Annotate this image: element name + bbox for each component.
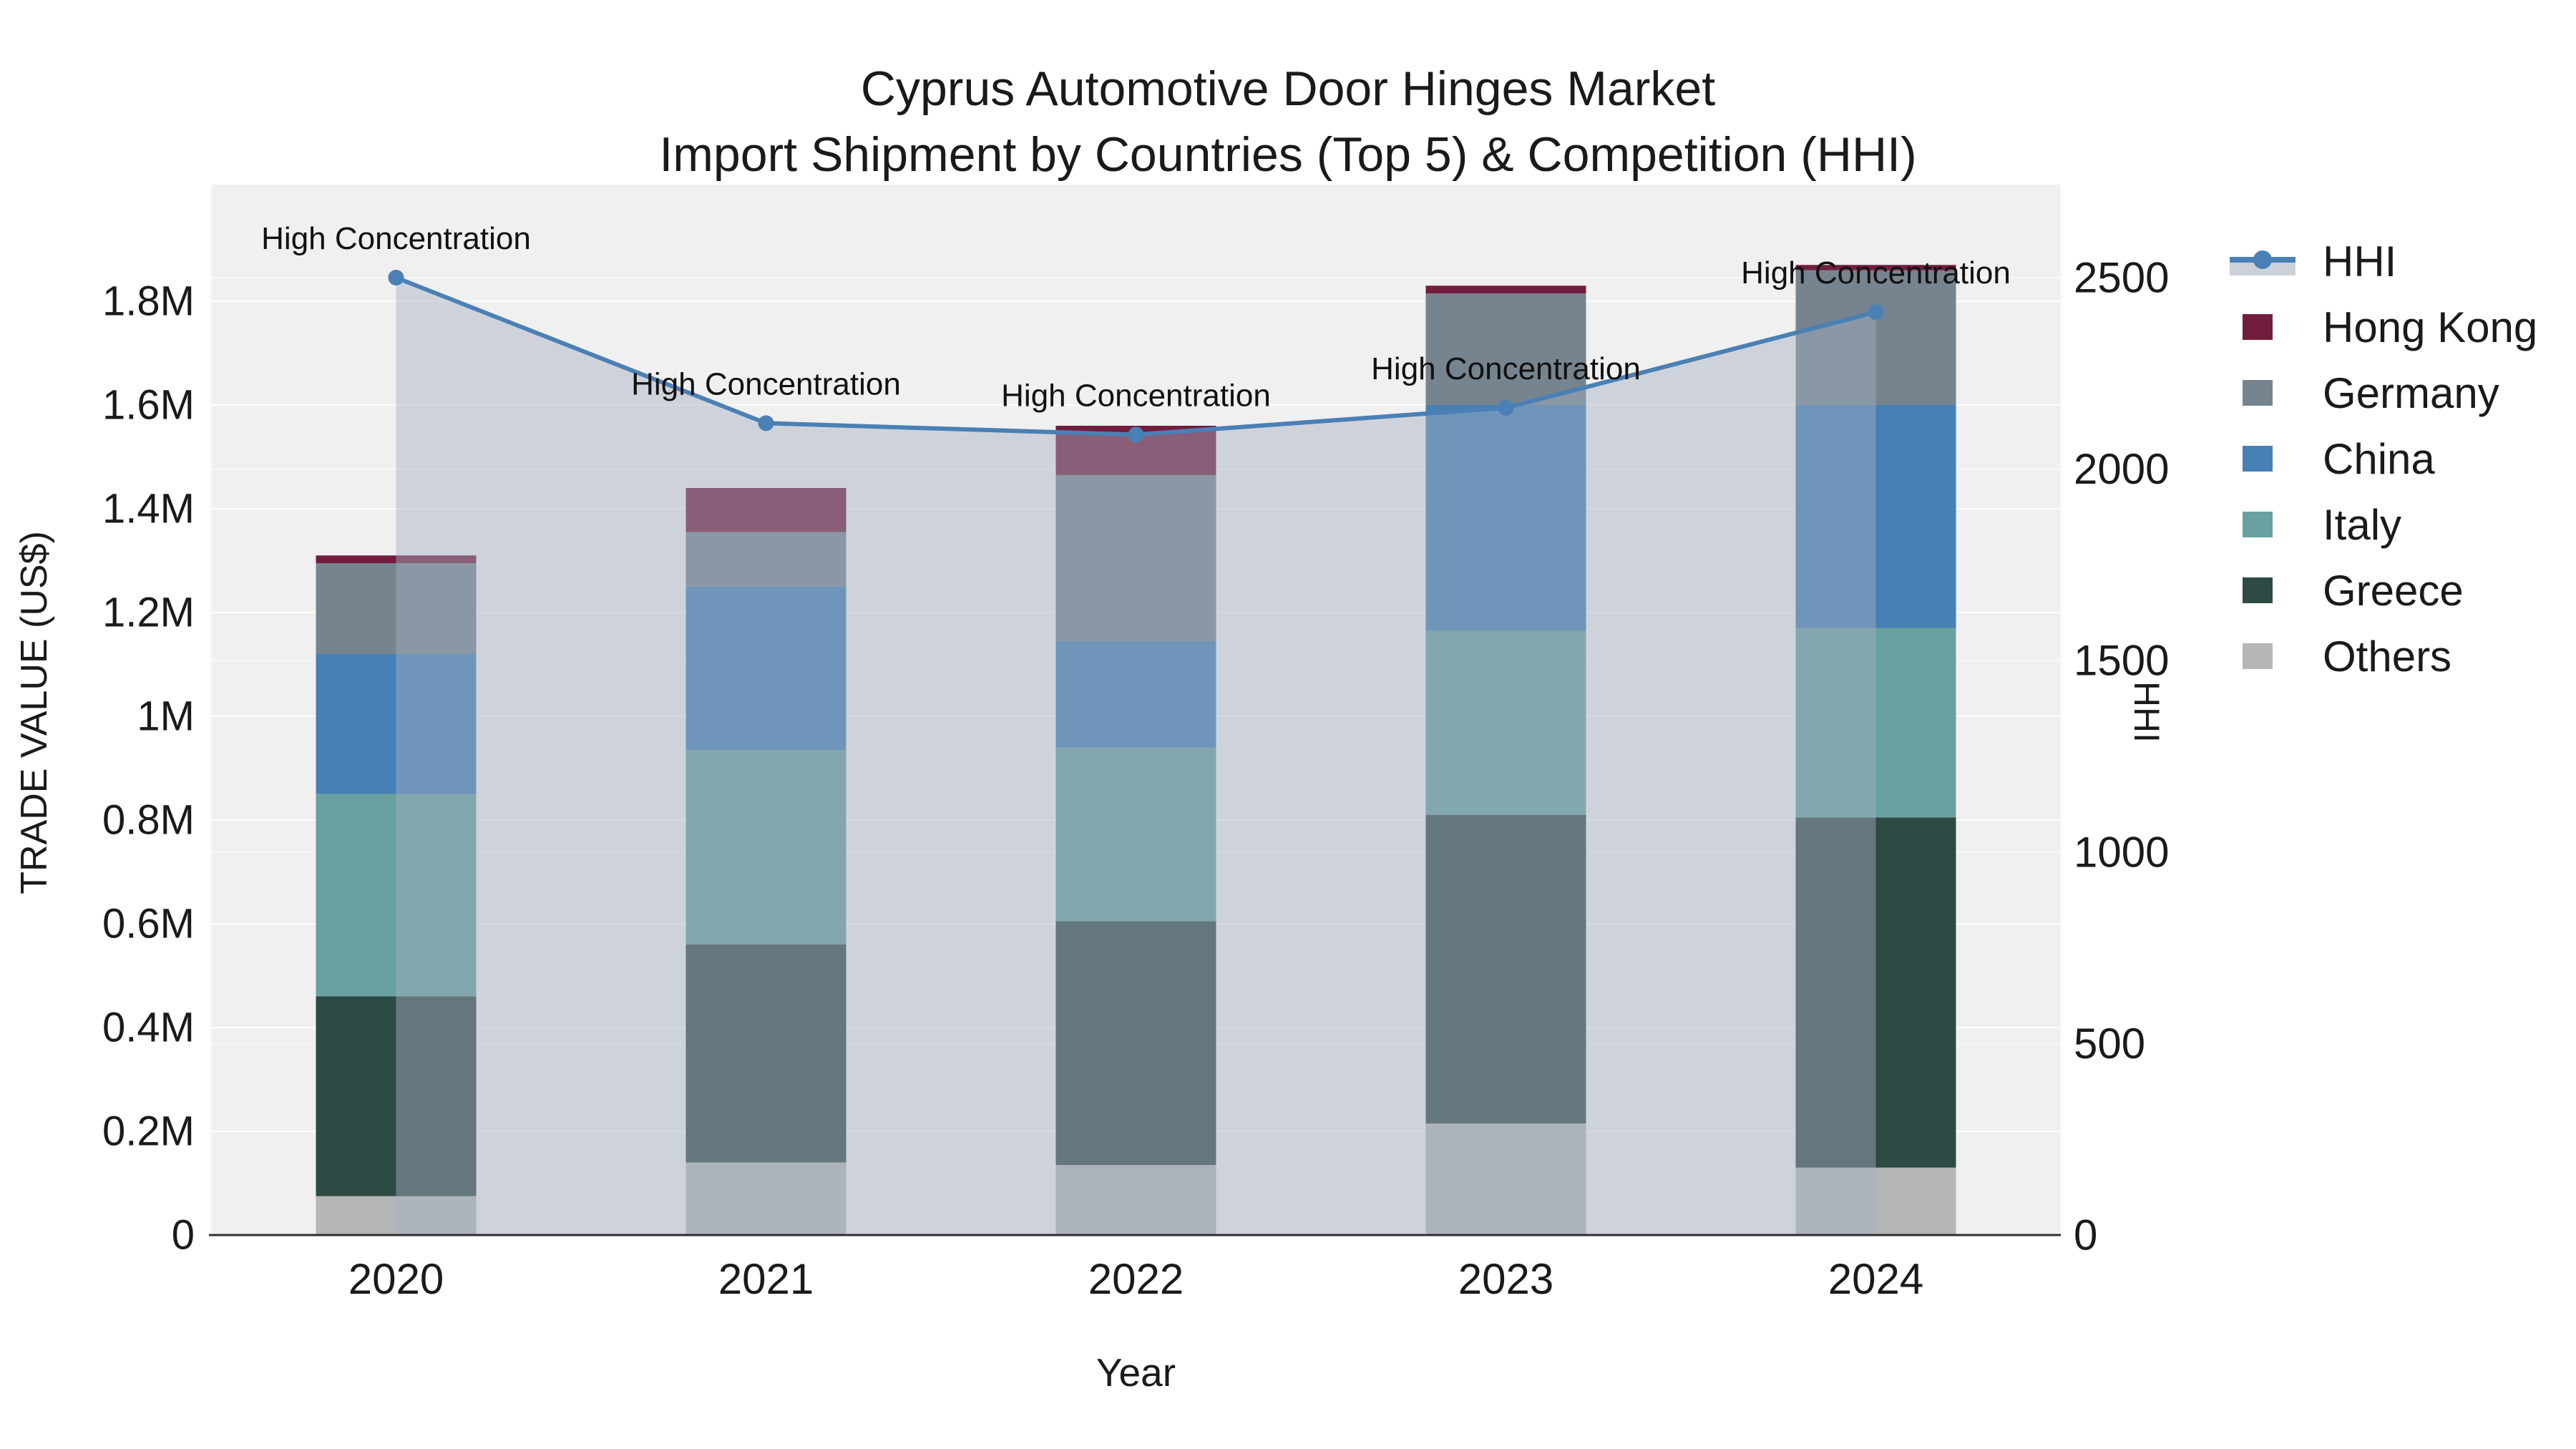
bar-segment-others-2021 [686, 1162, 847, 1235]
y-tick-right-1000: 1000 [2074, 828, 2169, 876]
hhi-marker-2021 [758, 415, 774, 431]
hhi-line-swatch-icon [2221, 240, 2304, 283]
color-swatch-icon [2221, 643, 2304, 669]
y-tick-right-2500: 2500 [2074, 254, 2169, 302]
color-swatch-icon [2221, 512, 2304, 537]
bar-segment-hong-kong-2021 [686, 488, 847, 532]
bar-segment-china-2020 [316, 654, 477, 794]
color-swatch-icon [2221, 314, 2304, 340]
y-tick-left-0.4M: 0.4M [102, 1005, 195, 1051]
y-axis-label-left: TRADE VALUE (US$) [14, 531, 55, 894]
y-axis-label-right: HHI [2127, 680, 2167, 743]
legend-item-greece: Greece [2221, 557, 2537, 623]
legend-item-italy: Italy [2221, 492, 2537, 557]
legend-item-china: China [2221, 426, 2537, 492]
bar-segment-greece-2021 [686, 945, 847, 1163]
bar-segment-china-2022 [1055, 640, 1216, 748]
legend-label: Greece [2323, 566, 2464, 615]
y-tick-right-500: 500 [2074, 1020, 2145, 1068]
hhi-area [396, 278, 1876, 1235]
x-tick-2023: 2023 [1458, 1255, 1553, 1303]
bar-segment-germany-2021 [686, 532, 847, 587]
y-tick-left-1.6M: 1.6M [102, 382, 195, 429]
legend-label: China [2323, 434, 2435, 483]
legend-label: HHI [2323, 237, 2397, 286]
bar-segment-italy-2021 [686, 750, 847, 945]
y-tick-left-0.6M: 0.6M [102, 901, 195, 947]
y-tick-left-1.4M: 1.4M [102, 486, 195, 532]
hhi-marker-2020 [388, 270, 404, 286]
y-tick-right-1500: 1500 [2074, 637, 2169, 685]
annotation-high-concentration-2023: High Concentration [1371, 351, 1641, 386]
color-swatch-icon [2221, 446, 2304, 472]
y-tick-left-0.8M: 0.8M [102, 797, 195, 844]
x-tick-2020: 2020 [348, 1255, 444, 1303]
legend-label: Italy [2323, 500, 2402, 549]
y-tick-left-0: 0 [172, 1212, 195, 1259]
bar-segment-italy-2024 [1795, 628, 1956, 818]
y-tick-left-1.8M: 1.8M [102, 278, 195, 325]
chart-title-line1: Cyprus Automotive Door Hinges Market [860, 62, 1716, 116]
color-swatch-icon [2221, 577, 2304, 603]
bar-segment-italy-2022 [1055, 747, 1216, 922]
bar-segment-others-2020 [316, 1196, 477, 1235]
bar-segment-greece-2020 [316, 996, 477, 1196]
chart-title: Cyprus Automotive Door Hinges Market Imp… [0, 56, 2576, 187]
bar-segment-others-2023 [1425, 1123, 1586, 1235]
annotation-high-concentration-2022: High Concentration [1001, 378, 1271, 413]
bar-segment-hong-kong-2020 [316, 555, 477, 564]
hhi-marker-2024 [1868, 304, 1884, 321]
bar-segment-hong-kong-2024 [1795, 265, 1956, 270]
legend-label: Germany [2323, 369, 2499, 417]
bar-segment-greece-2022 [1055, 921, 1216, 1166]
legend-item-hong-kong: Hong Kong [2221, 294, 2537, 360]
bar-segment-others-2024 [1795, 1167, 1956, 1235]
y-tick-left-0.2M: 0.2M [102, 1108, 195, 1155]
x-axis-label: Year [1096, 1350, 1176, 1395]
legend-swatch [2243, 577, 2273, 603]
x-tick-2022: 2022 [1088, 1255, 1184, 1303]
hhi-marker-2022 [1128, 426, 1144, 443]
y-tick-right-0: 0 [2074, 1211, 2097, 1259]
legend-item-hhi: HHI [2221, 228, 2537, 294]
legend-swatch [2243, 380, 2273, 406]
x-tick-2021: 2021 [718, 1255, 814, 1303]
legend-label: Hong Kong [2323, 303, 2538, 351]
bar-segment-italy-2020 [316, 794, 477, 997]
bar-segment-italy-2023 [1425, 630, 1586, 815]
y-tick-right-2000: 2000 [2074, 445, 2169, 493]
bar-segment-germany-2023 [1425, 293, 1586, 405]
bar-segment-china-2021 [686, 586, 847, 751]
bar-segment-greece-2024 [1795, 817, 1956, 1168]
legend-swatch [2243, 643, 2273, 669]
y-tick-left-1.2M: 1.2M [102, 590, 195, 636]
bar-segment-germany-2022 [1055, 474, 1216, 641]
x-tick-2024: 2024 [1828, 1255, 1923, 1303]
bar-segment-china-2023 [1425, 405, 1586, 631]
bar-segment-others-2022 [1055, 1165, 1216, 1235]
bar-segment-china-2024 [1795, 405, 1956, 628]
legend-swatch [2243, 512, 2273, 537]
legend-swatch [2243, 314, 2273, 340]
color-swatch-icon [2221, 380, 2304, 406]
y-tick-left-1M: 1M [137, 693, 195, 740]
bar-segment-germany-2024 [1795, 270, 1956, 405]
legend: HHI Hong Kong Germany China Italy Greece Other… [2221, 228, 2537, 689]
bar-segment-germany-2020 [316, 563, 477, 654]
bar-segment-greece-2023 [1425, 814, 1586, 1124]
annotation-high-concentration-2020: High Concentration [261, 221, 531, 256]
annotation-high-concentration-2021: High Concentration [631, 366, 901, 401]
chart-title-line2: Import Shipment by Countries (Top 5) & C… [659, 127, 1917, 182]
bar-segment-hong-kong-2023 [1425, 286, 1586, 294]
legend-item-others: Others [2221, 623, 2537, 689]
legend-label: Others [2323, 632, 2452, 680]
annotation-high-concentration-2024: High Concentration [1741, 255, 2011, 291]
hhi-marker-2023 [1498, 399, 1514, 416]
legend-item-germany: Germany [2221, 360, 2537, 426]
legend-swatch [2243, 446, 2273, 472]
